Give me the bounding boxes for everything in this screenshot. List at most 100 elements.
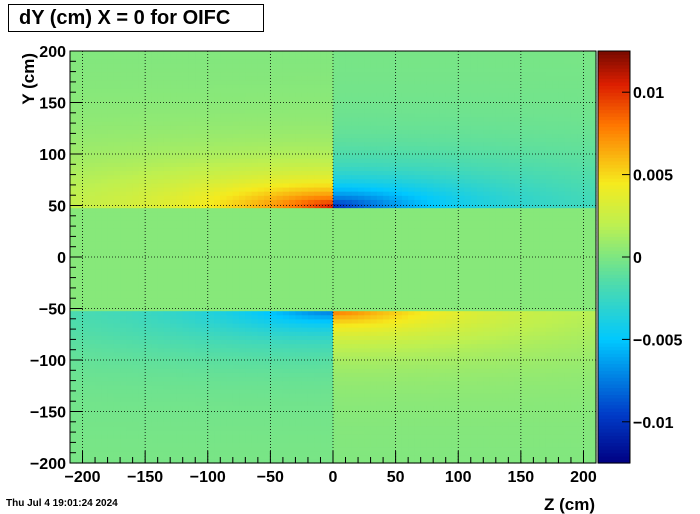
heatmap-cell xyxy=(307,310,315,316)
heatmap-cell xyxy=(107,178,115,184)
heatmap-cell xyxy=(195,51,203,56)
heatmap-cell xyxy=(270,211,278,217)
heatmap-cell xyxy=(301,88,309,93)
heatmap-cell xyxy=(126,310,134,316)
heatmap-cell xyxy=(264,454,271,460)
heatmap-cell xyxy=(132,405,140,411)
heatmap-cell xyxy=(251,207,259,213)
heatmap-cell xyxy=(95,211,102,217)
heatmap-cell xyxy=(120,145,127,151)
heatmap-cell xyxy=(188,224,196,229)
heatmap-cell xyxy=(239,145,246,151)
heatmap-cell xyxy=(232,71,240,77)
heatmap-cell xyxy=(358,104,365,110)
heatmap-cell xyxy=(239,79,246,85)
heatmap-cell xyxy=(220,232,228,237)
heatmap-cell xyxy=(245,351,253,357)
heatmap-cell xyxy=(358,343,365,349)
heatmap-cell xyxy=(295,96,303,102)
heatmap-cell xyxy=(282,364,290,369)
heatmap-cell xyxy=(326,397,334,402)
heatmap-cell xyxy=(107,240,115,246)
heatmap-cell xyxy=(157,281,165,287)
heatmap-cell xyxy=(245,240,253,246)
heatmap-cell xyxy=(157,88,165,93)
heatmap-cell xyxy=(95,265,102,270)
heatmap-cell xyxy=(88,273,96,279)
heatmap-cell xyxy=(113,178,121,184)
heatmap-cell xyxy=(151,244,159,250)
heatmap-cell xyxy=(163,351,171,357)
heatmap-cell xyxy=(163,273,171,279)
heatmap-cell xyxy=(82,425,90,431)
heatmap-cell xyxy=(101,347,109,353)
heatmap-cell xyxy=(226,63,234,69)
heatmap-cell xyxy=(257,182,265,188)
heatmap-cell xyxy=(113,360,121,365)
heatmap-cell xyxy=(132,376,140,382)
heatmap-cell xyxy=(182,108,190,114)
heatmap-cell xyxy=(188,71,196,77)
heatmap-cell xyxy=(364,75,372,81)
heatmap-cell xyxy=(107,79,115,85)
heatmap-cell xyxy=(207,112,215,118)
heatmap-cell xyxy=(220,302,228,308)
heatmap-cell xyxy=(188,191,196,196)
heatmap-cell xyxy=(358,372,365,378)
heatmap-cell xyxy=(289,273,297,279)
heatmap-cell xyxy=(295,438,303,443)
heatmap-cell xyxy=(351,339,359,345)
heatmap-cell xyxy=(232,281,240,287)
heatmap-cell xyxy=(270,388,278,394)
heatmap-cell xyxy=(326,401,334,406)
heatmap-cell xyxy=(163,149,171,155)
heatmap-cell xyxy=(270,137,278,143)
heatmap-cell xyxy=(214,351,221,357)
heatmap-cell xyxy=(320,401,328,406)
heatmap-cell xyxy=(151,207,159,213)
heatmap-cell xyxy=(82,261,90,266)
heatmap-cell xyxy=(282,281,290,287)
heatmap-cell xyxy=(214,442,221,448)
heatmap-cell xyxy=(214,232,221,237)
heatmap-cell xyxy=(207,240,215,246)
heatmap-cell xyxy=(76,322,84,328)
heatmap-cell xyxy=(176,145,184,151)
heatmap-cell xyxy=(251,125,259,130)
heatmap-cell xyxy=(220,75,228,81)
heatmap-cell xyxy=(120,294,127,299)
heatmap-cell xyxy=(107,425,115,431)
heatmap-cell xyxy=(239,450,246,456)
heatmap-cell xyxy=(138,199,146,205)
heatmap-cell xyxy=(195,355,203,361)
heatmap-cell xyxy=(351,252,359,258)
heatmap-cell xyxy=(201,162,209,167)
heatmap-cell xyxy=(157,211,165,217)
heatmap-cell xyxy=(226,314,234,320)
heatmap-cell xyxy=(320,55,328,60)
heatmap-cell xyxy=(170,454,178,460)
heatmap-cell xyxy=(370,51,378,56)
heatmap-cell xyxy=(376,67,384,73)
heatmap-cell xyxy=(301,75,309,81)
heatmap-cell xyxy=(195,331,203,336)
heatmap-cell xyxy=(176,397,184,402)
heatmap-cell xyxy=(82,405,90,411)
heatmap-cell xyxy=(226,446,234,452)
heatmap-cell xyxy=(95,83,102,89)
heatmap-cell xyxy=(226,178,234,184)
heatmap-cell xyxy=(320,195,328,200)
heatmap-cell xyxy=(232,360,240,365)
heatmap-cell xyxy=(245,166,253,172)
heatmap-cell xyxy=(339,277,347,283)
heatmap-cell xyxy=(176,199,184,205)
heatmap-cell xyxy=(320,79,328,85)
heatmap-cell xyxy=(282,392,290,398)
heatmap-cell xyxy=(107,219,115,225)
heatmap-cell xyxy=(226,141,234,147)
heatmap-cell xyxy=(257,364,265,369)
heatmap-cell xyxy=(113,236,121,242)
heatmap-cell xyxy=(88,425,96,431)
heatmap-cell xyxy=(157,413,165,419)
heatmap-cell xyxy=(351,59,359,64)
